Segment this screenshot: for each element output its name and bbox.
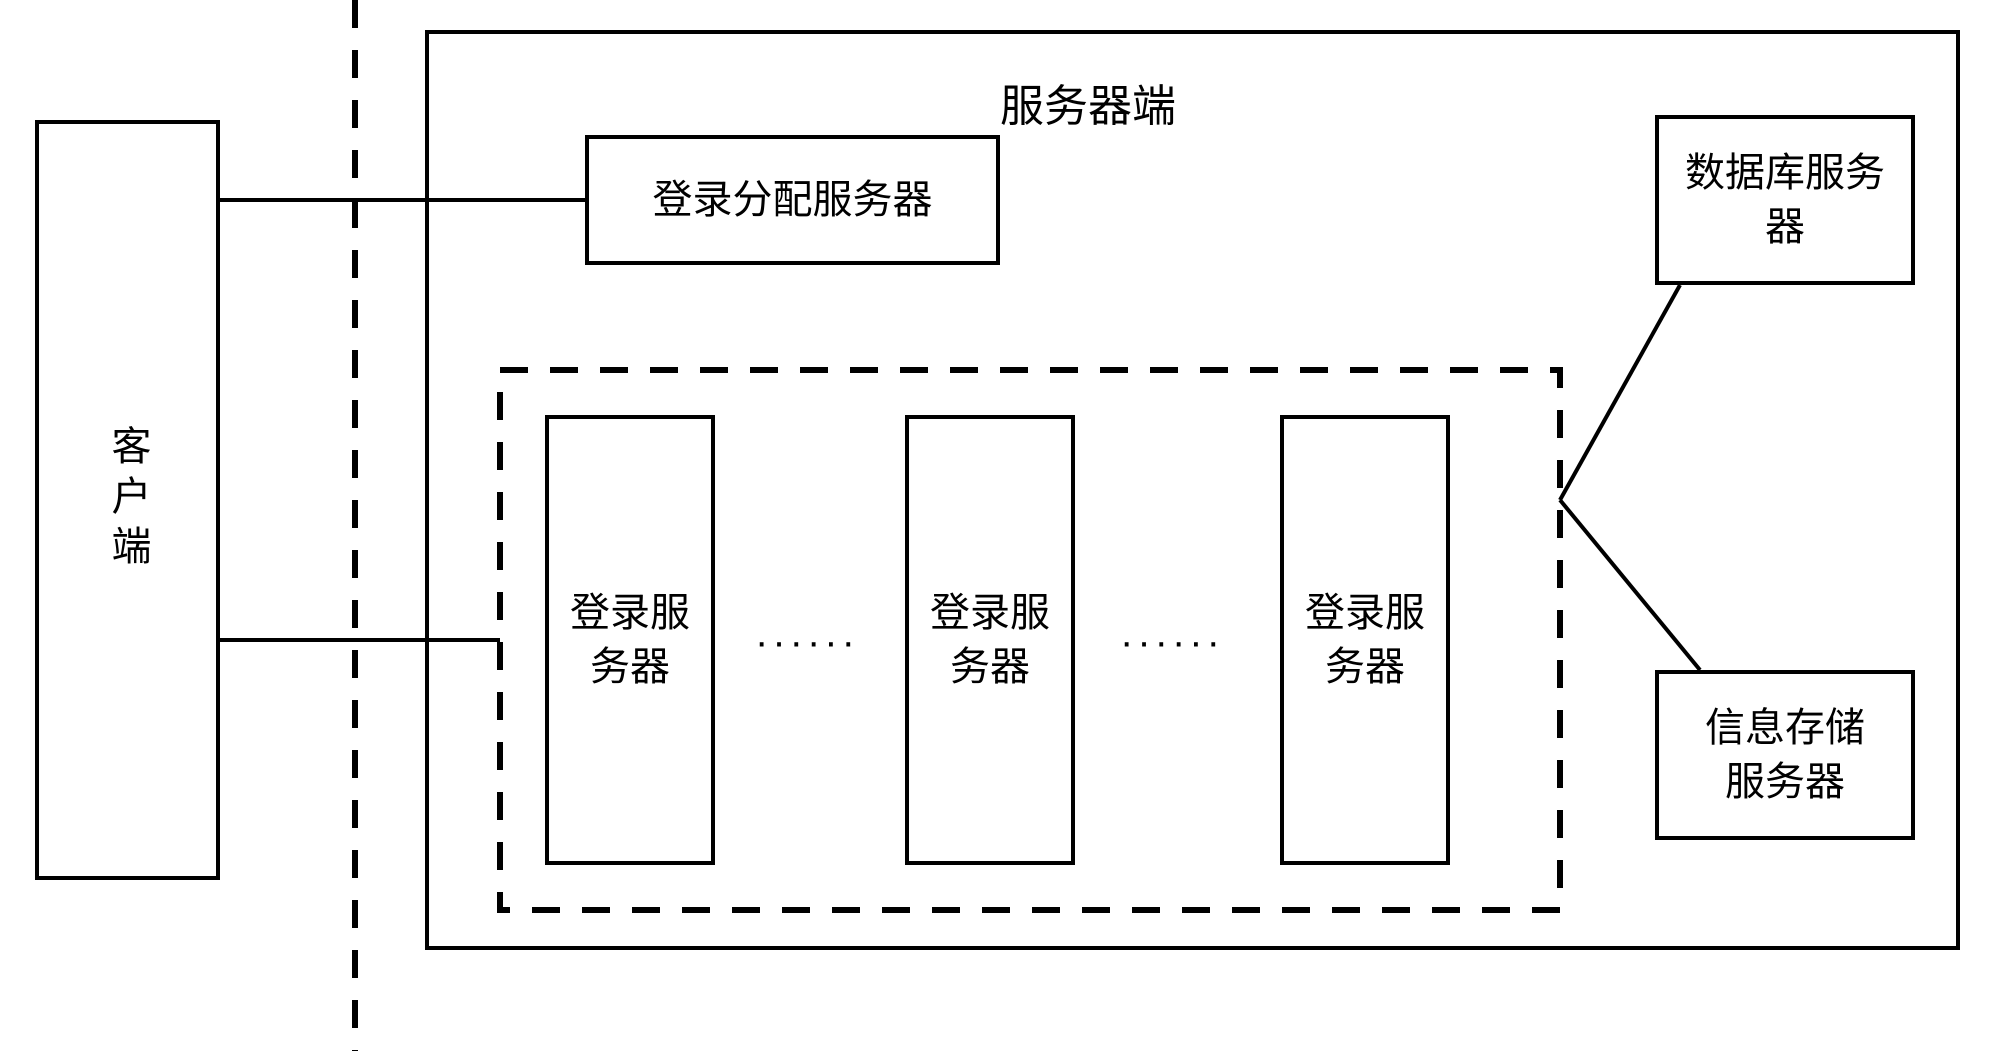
login-server-box-1: 登录服 务器	[545, 415, 715, 865]
login-dispatch-server-box: 登录分配服务器	[585, 135, 1000, 265]
login-server-label-2: 登录服 务器	[930, 586, 1050, 694]
server-side-title: 服务器端	[1000, 70, 1176, 134]
login-server-label-1: 登录服 务器	[570, 586, 690, 694]
database-server-box: 数据库服务 器	[1655, 115, 1915, 285]
client-label: 客户端	[101, 425, 155, 575]
ellipsis-2: ······	[1120, 620, 1224, 665]
client-box: 客户端	[35, 120, 220, 880]
info-storage-server-label: 信息存储 服务器	[1705, 701, 1865, 809]
diagram-canvas: 客户端 服务器端 登录分配服务器 数据库服务 器 信息存储 服务器 登录服 务器…	[0, 0, 1995, 1051]
database-server-label: 数据库服务 器	[1685, 146, 1885, 254]
login-server-box-2: 登录服 务器	[905, 415, 1075, 865]
ellipsis-1: ······	[755, 620, 859, 665]
login-server-box-3: 登录服 务器	[1280, 415, 1450, 865]
info-storage-server-box: 信息存储 服务器	[1655, 670, 1915, 840]
login-dispatch-server-label: 登录分配服务器	[653, 173, 933, 227]
login-server-label-3: 登录服 务器	[1305, 586, 1425, 694]
